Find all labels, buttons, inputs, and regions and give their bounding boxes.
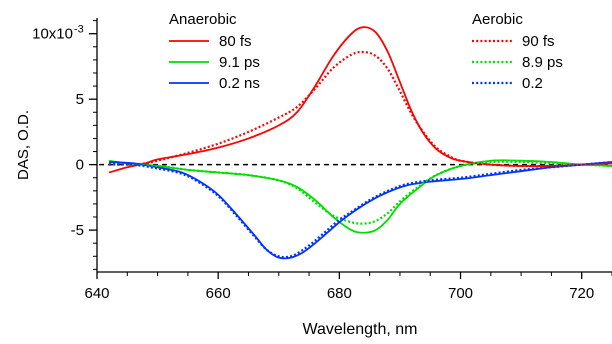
legend-label: 0.2 bbox=[522, 75, 543, 92]
y-tick-label: 10x10 bbox=[32, 26, 73, 43]
y-tick-label: 0 bbox=[76, 157, 84, 174]
legend-label: 80 fs bbox=[219, 33, 252, 50]
y-tick-label: 5 bbox=[76, 91, 84, 108]
series-layer bbox=[108, 26, 612, 260]
x-tick-label: 640 bbox=[84, 285, 109, 302]
series-line-8-9-ps bbox=[109, 160, 612, 225]
legend-label: 8.9 ps bbox=[522, 54, 563, 71]
x-tick-label: 700 bbox=[448, 285, 473, 302]
legend-label: 9.1 ps bbox=[219, 54, 260, 71]
series-line-0-2-ns bbox=[109, 161, 612, 260]
x-tick-label: 660 bbox=[206, 285, 231, 302]
series-line-0-2 bbox=[109, 160, 612, 259]
x-axis-label: Wavelength, nm bbox=[302, 321, 417, 338]
y-tick-label: -5 bbox=[71, 222, 84, 239]
legend: Anaerobic 80 fs 9.1 ps 0.2 ns Aerobic 90 fs 8.… bbox=[169, 11, 563, 92]
x-tick-label: 720 bbox=[569, 285, 594, 302]
series-line-9-1-ps bbox=[108, 159, 612, 234]
y-exponent: -3 bbox=[74, 24, 84, 36]
legend-label: 90 fs bbox=[522, 33, 555, 50]
y-axis-label: DAS, O.D. bbox=[15, 110, 32, 180]
x-tick-label: 680 bbox=[327, 285, 352, 302]
ticks: 640 660 680 700 720 -5 0 5 10x10 -3 bbox=[32, 20, 612, 302]
series-line-90-fs bbox=[109, 50, 612, 168]
legend-title: Anaerobic bbox=[169, 11, 237, 28]
legend-title: Aerobic bbox=[472, 11, 523, 28]
legend-label: 0.2 ns bbox=[219, 75, 260, 92]
